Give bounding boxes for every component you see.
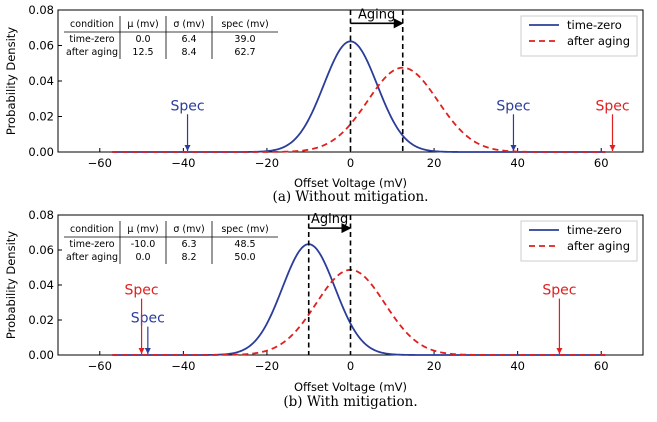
x-tick-label: −40 [171,156,195,170]
caption: (a) Without mitigation. [273,189,429,205]
x-tick-label: 40 [510,156,525,170]
series-line-after-aging [112,268,606,356]
table-cell: 8.2 [181,252,196,263]
stats-table: condition μ (mv) σ (mv) spec (mv) time-zero -… [64,221,278,264]
table-cell: 48.5 [234,239,255,250]
panel-without-mitigation: −60 −40 −20 0 20 40 60 0.00 0.02 0.04 0.06 0.08 Offs… [4,3,644,205]
table-cell: 6.3 [181,239,196,250]
y-tick-label: 0.04 [28,278,54,292]
y-axis-title: Probability Density [4,27,18,135]
table-header-cell: condition [70,19,114,30]
spec-label: Spec [170,98,204,114]
y-axis-title: Probability Density [4,231,18,339]
legend-label: time-zero [567,18,622,32]
x-tick-label: 20 [427,359,442,373]
table-cell: 8.4 [181,47,196,58]
legend: time-zero after aging [520,15,638,57]
table-cell: 62.7 [234,47,255,58]
spec-arrowhead [556,348,563,354]
y-tick-label: 0.08 [28,208,54,222]
y-tick-label: 0.02 [28,313,54,327]
table-cell: 0.0 [135,252,150,263]
y-tick-label: 0.06 [28,39,54,53]
table-cell: -10.0 [131,239,156,250]
legend-label: after aging [567,34,630,48]
table-header-cell: μ (mv) [127,19,158,30]
table-cell: 12.5 [132,47,153,58]
spec-arrowhead [144,348,151,354]
legend: time-zero after aging [520,220,638,262]
stats-table: condition μ (mv) σ (mv) spec (mv) time-zero 0… [64,16,278,59]
x-tick-label: 0 [347,156,354,170]
spec-label: Spec [125,283,159,299]
table-header-cell: spec (mv) [221,19,268,30]
x-tick-label: −40 [171,359,195,373]
x-tick-label: 40 [510,359,525,373]
table-header-cell: condition [70,224,114,235]
legend-box [520,220,638,262]
x-tick-label: 0 [347,359,354,373]
x-tick-label: 20 [427,156,442,170]
table-cell: 6.4 [181,34,196,45]
table-cell: 0.0 [135,34,150,45]
y-tick-label: 0.00 [28,145,54,159]
legend-label: after aging [567,239,630,253]
table-cell: time-zero [69,239,114,250]
spec-label: Spec [542,283,576,299]
spec-arrowhead [510,145,517,151]
table-cell: 39.0 [234,34,255,45]
table-cell: 50.0 [234,252,255,263]
y-tick-label: 0.04 [28,74,54,88]
legend-box [520,15,638,57]
y-tick-label: 0.00 [28,348,54,362]
table-cell: after aging [66,47,118,58]
x-tick-label: 60 [594,156,609,170]
table-header-cell: spec (mv) [221,224,268,235]
y-tick-label: 0.02 [28,110,54,124]
x-tick-label: 60 [594,359,609,373]
table-cell: after aging [66,252,118,263]
table-header-cell: σ (mv) [173,224,204,235]
y-tick-label: 0.08 [28,3,54,17]
spec-arrowhead [184,145,191,151]
spec-arrowhead [609,145,616,151]
table-cell: time-zero [69,34,114,45]
caption: (b) With mitigation. [283,394,417,410]
panel-with-mitigation: −60 −40 −20 0 20 40 60 0.00 0.02 0.04 0.06 0.08 Offs… [4,208,644,410]
legend-label: time-zero [567,223,622,237]
spec-arrowhead [138,348,145,354]
x-axis-title: Offset Voltage (mV) [294,380,407,394]
x-tick-label: −20 [255,359,279,373]
y-tick-label: 0.06 [28,243,54,257]
x-tick-label: −20 [255,156,279,170]
series-line-after-aging [112,66,606,153]
table-header-cell: μ (mv) [127,224,158,235]
spec-label: Spec [595,98,629,114]
aging-label: Aging [311,212,348,227]
x-tick-label: −60 [88,156,112,170]
aging-label: Aging [358,7,395,22]
spec-label: Spec [496,98,530,114]
x-tick-label: −60 [88,359,112,373]
spec-label: Spec [131,311,165,327]
x-axis-title: Offset Voltage (mV) [294,176,407,190]
table-header-cell: σ (mv) [173,19,204,30]
